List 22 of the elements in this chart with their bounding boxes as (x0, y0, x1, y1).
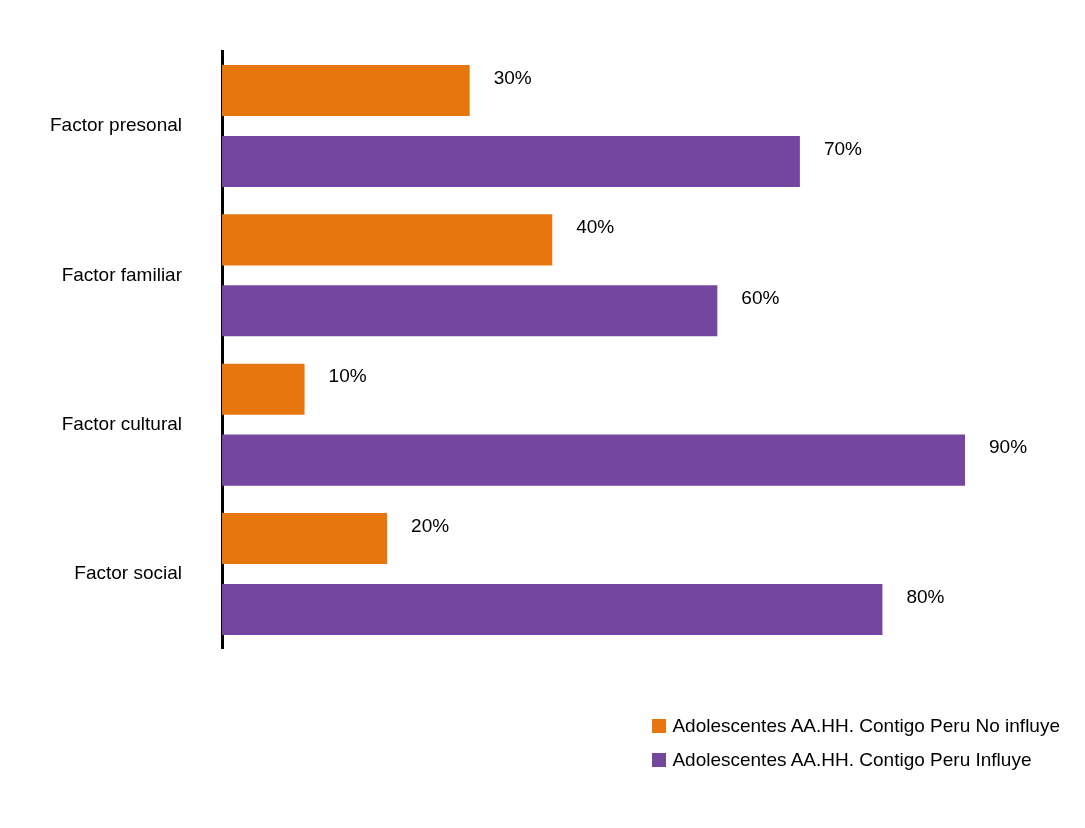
y-tick-label: Factor cultural (61, 412, 183, 434)
bar (222, 214, 553, 266)
y-tick-label: Factor familiar (61, 263, 183, 285)
legend-label: Adolescentes AA.HH. Contigo Peru No influye (672, 715, 1060, 737)
data-label: 90% (989, 436, 1028, 458)
bar (222, 285, 718, 337)
data-label: 40% (576, 216, 615, 238)
bar (222, 363, 305, 415)
data-label: 60% (741, 287, 780, 309)
bar (222, 512, 388, 565)
data-label: 10% (328, 365, 367, 387)
y-tick-label: Factor social (74, 562, 183, 584)
data-label: 80% (906, 585, 945, 607)
legend-label: Adolescentes AA.HH. Contigo Peru Influye (672, 749, 1032, 771)
data-label: 20% (411, 514, 450, 536)
bar (222, 135, 800, 188)
data-label: 70% (823, 137, 863, 159)
bar (222, 583, 883, 635)
y-tick-label: Factor presonal (49, 114, 183, 136)
bar (222, 434, 965, 486)
bar (222, 65, 470, 117)
data-label: 30% (493, 66, 532, 88)
